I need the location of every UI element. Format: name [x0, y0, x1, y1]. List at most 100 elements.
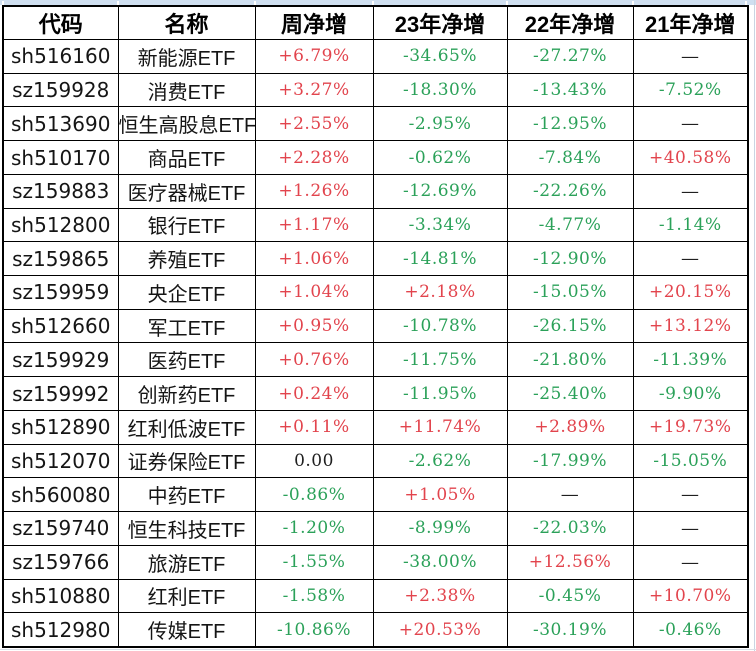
grid-notch [2, 1, 4, 5]
y23-cell: +2.38% [372, 578, 508, 614]
column-header-y23: 23年净增 [372, 5, 508, 40]
y23-cell: +2.18% [372, 275, 508, 310]
name-cell: 医药ETF [117, 342, 256, 378]
y22-cell: -25.40% [506, 376, 634, 411]
code-cell: sh510880 [2, 578, 119, 614]
y22-cell: +2.89% [506, 409, 634, 445]
y21-cell: +20.15% [632, 275, 749, 310]
code-cell: sz159959 [2, 275, 119, 310]
week-cell: 0.00 [254, 443, 374, 479]
name-cell: 证券保险ETF [117, 443, 256, 479]
name-cell: 创新药ETF [117, 376, 256, 411]
week-cell: +3.27% [254, 72, 374, 108]
bottom-gridline [0, 649, 756, 650]
code-cell: sh512660 [2, 308, 119, 344]
code-cell: sh513690 [2, 106, 119, 142]
y22-cell: -26.15% [506, 308, 634, 344]
grid-notch [254, 1, 256, 5]
y23-cell: +1.05% [372, 477, 508, 513]
table-row: sh512980 传媒ETF -10.86% +20.53% -30.19% -0.46% [2, 612, 749, 648]
week-cell: -1.58% [254, 578, 374, 614]
y21-cell: +40.58% [632, 140, 749, 175]
y21-cell: -1.14% [632, 207, 749, 243]
name-cell: 养殖ETF [117, 241, 256, 277]
table-row: sh512800 银行ETF +1.17% -3.34% -4.77% -1.14% [2, 207, 749, 243]
code-cell: sh512070 [2, 443, 119, 479]
week-cell: +6.79% [254, 39, 374, 74]
y22-cell: +12.56% [506, 544, 634, 580]
y22-cell: -27.27% [506, 39, 634, 74]
y23-cell: -2.62% [372, 443, 508, 479]
week-cell: +0.76% [254, 342, 374, 378]
name-cell: 军工ETF [117, 308, 256, 344]
table-row: sz159740 恒生科技ETF -1.20% -8.99% -22.03% — [2, 511, 749, 546]
y23-cell: -2.95% [372, 106, 508, 142]
y21-cell: — [632, 511, 749, 546]
week-cell: +0.11% [254, 409, 374, 445]
y21-cell: +13.12% [632, 308, 749, 344]
grid-notch [632, 1, 634, 5]
y21-cell: — [632, 106, 749, 142]
name-cell: 商品ETF [117, 140, 256, 175]
y23-cell: +11.74% [372, 409, 508, 445]
week-cell: -10.86% [254, 612, 374, 648]
spreadsheet-top-gridline-strip [0, 0, 756, 5]
y23-cell: -14.81% [372, 241, 508, 277]
code-cell: sz159929 [2, 342, 119, 378]
week-cell: +0.95% [254, 308, 374, 344]
table-row: sh512070 证券保险ETF 0.00 -2.62% -17.99% -15.05% [2, 443, 749, 479]
table-header-row: 代码 名称 周净增 23年净增 22年净增 21年净增 [2, 5, 749, 40]
y23-cell: -11.75% [372, 342, 508, 378]
name-cell: 红利低波ETF [117, 409, 256, 445]
name-cell: 消费ETF [117, 72, 256, 108]
y22-cell: -4.77% [506, 207, 634, 243]
y23-cell: -18.30% [372, 72, 508, 108]
name-cell: 红利ETF [117, 578, 256, 614]
name-cell: 中药ETF [117, 477, 256, 513]
grid-notch [745, 1, 747, 5]
y21-cell: -9.90% [632, 376, 749, 411]
table-row: sz159865 养殖ETF +1.06% -14.81% -12.90% — [2, 241, 749, 277]
table-row: sh512660 军工ETF +0.95% -10.78% -26.15% +13.12% [2, 308, 749, 344]
table-row: sh560080 中药ETF -0.86% +1.05% — — [2, 477, 749, 513]
y22-cell: -22.26% [506, 173, 634, 209]
y21-cell: — [632, 173, 749, 209]
grid-notch [506, 1, 508, 5]
y21-cell: -7.52% [632, 72, 749, 108]
name-cell: 央企ETF [117, 275, 256, 310]
code-cell: sh560080 [2, 477, 119, 513]
y23-cell: -38.00% [372, 544, 508, 580]
y23-cell: +20.53% [372, 612, 508, 648]
y22-cell: -17.99% [506, 443, 634, 479]
table-row: sh512890 红利低波ETF +0.11% +11.74% +2.89% +19.73… [2, 409, 749, 445]
name-cell: 银行ETF [117, 207, 256, 243]
table-row: sz159929 医药ETF +0.76% -11.75% -21.80% -11.39% [2, 342, 749, 378]
table-row: sh516160 新能源ETF +6.79% -34.65% -27.27% — [2, 39, 749, 74]
code-cell: sh510170 [2, 140, 119, 175]
y21-cell: +19.73% [632, 409, 749, 445]
grid-notch [372, 1, 374, 5]
code-cell: sh512800 [2, 207, 119, 243]
week-cell: +1.17% [254, 207, 374, 243]
y21-cell: +10.70% [632, 578, 749, 614]
y22-cell: -12.95% [506, 106, 634, 142]
table-row: sh513690 恒生高股息ETF +2.55% -2.95% -12.95% — [2, 106, 749, 142]
name-cell: 医疗器械ETF [117, 173, 256, 209]
week-cell: -1.20% [254, 511, 374, 546]
right-gridline [754, 0, 755, 651]
code-cell: sz159883 [2, 173, 119, 209]
code-cell: sz159740 [2, 511, 119, 546]
y23-cell: -3.34% [372, 207, 508, 243]
y21-cell: -11.39% [632, 342, 749, 378]
y22-cell: -0.45% [506, 578, 634, 614]
column-header-y21: 21年净增 [632, 5, 749, 40]
y21-cell: -0.46% [632, 612, 749, 648]
y23-cell: -0.62% [372, 140, 508, 175]
y22-cell: -30.19% [506, 612, 634, 648]
y21-cell: -15.05% [632, 443, 749, 479]
column-header-code: 代码 [2, 5, 119, 40]
code-cell: sz159928 [2, 72, 119, 108]
name-cell: 旅游ETF [117, 544, 256, 580]
y23-cell: -10.78% [372, 308, 508, 344]
column-header-week: 周净增 [254, 5, 374, 40]
